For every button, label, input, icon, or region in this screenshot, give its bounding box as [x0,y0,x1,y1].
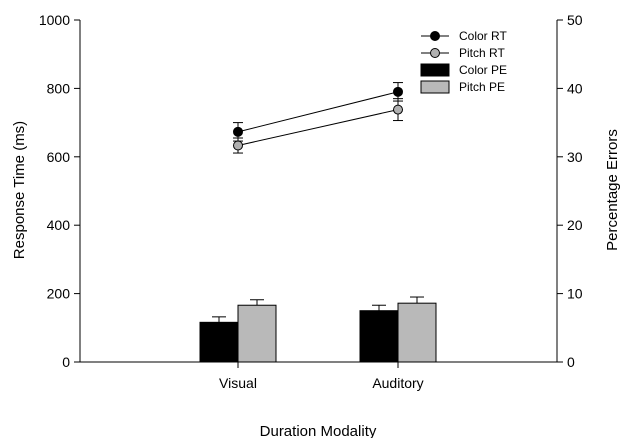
right-tick-label: 40 [567,80,583,96]
legend-bar-swatch [420,63,450,77]
bar-color-pe [199,321,239,363]
x-tick-label: Auditory [372,375,423,391]
right-tick-label: 0 [567,354,575,370]
legend-label: Pitch RT [459,46,505,60]
legend-label: Pitch PE [459,80,505,94]
left-tick-label: 1000 [39,12,70,28]
x-tick-label: Visual [219,375,257,391]
legend: Color RT Pitch RT Color PE Pitch PE [420,29,507,94]
plot-frame [79,20,558,363]
left-axis-title: Response Time (ms) [11,121,28,259]
bar-pitch-pe [397,302,437,363]
left-tick-label: 0 [62,354,70,370]
legend-label: Color PE [459,63,507,77]
right-tick-label: 50 [567,12,583,28]
right-tick-label: 10 [567,286,583,302]
left-tick-label: 800 [47,80,71,96]
bars [199,296,437,363]
right-tick-label: 20 [567,217,583,233]
left-axis-ticks: 0 200 400 600 800 1000 [39,12,80,370]
right-axis-ticks: 0 10 20 30 40 50 [557,12,583,370]
x-tick-labels: Visual Auditory [219,362,424,391]
point-color-rt [393,86,403,97]
right-tick-label: 30 [567,149,583,165]
bar-pitch-pe [237,304,277,363]
legend-bar-swatch [420,80,450,94]
x-axis-title: Duration Modality [260,423,377,438]
lines [233,82,403,154]
legend-marker-swatch [430,31,440,41]
left-tick-label: 200 [47,286,71,302]
legend-marker-swatch [430,48,440,58]
right-axis-title: Percentage Errors [604,129,621,251]
legend-label: Color RT [459,29,507,43]
line-pitch-rt [237,109,399,147]
point-pitch-rt [393,104,403,115]
point-pitch-rt [233,140,243,151]
bar-color-pe [359,310,399,363]
left-tick-label: 600 [47,149,71,165]
line-color-rt [237,91,399,133]
point-color-rt [233,126,243,137]
left-tick-label: 400 [47,217,71,233]
